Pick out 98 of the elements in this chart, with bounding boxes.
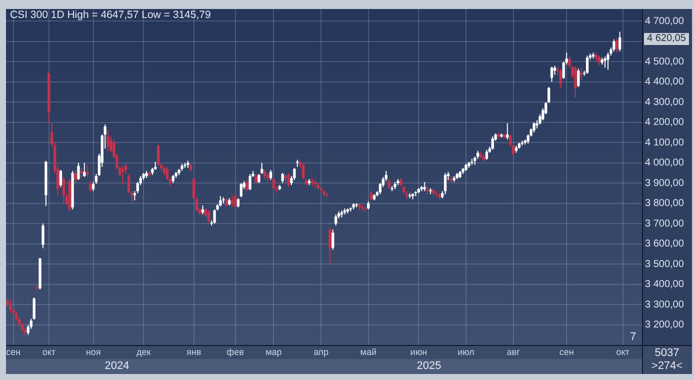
y-tick-label: 4 700,00 <box>645 16 684 27</box>
candlestick <box>59 169 62 188</box>
y-tick-label: 3 900,00 <box>645 178 684 189</box>
candlestick <box>88 180 92 193</box>
y-tick-label: 3 700,00 <box>645 218 684 230</box>
chart-title: CSI 300 1D High = 4647,57 Low = 3145,79 <box>10 9 211 21</box>
candlestick <box>604 56 606 68</box>
candlestick <box>9 298 12 312</box>
candlestick <box>106 130 110 152</box>
candlestick <box>133 190 136 201</box>
x-tick-label: май <box>360 346 376 357</box>
y-tick-label: 3 400,00 <box>645 279 684 290</box>
candlestick <box>328 227 332 266</box>
candlestick <box>260 162 264 174</box>
candlestick <box>577 68 580 88</box>
candlestick <box>586 55 589 74</box>
candlestick <box>550 66 554 82</box>
candlestick <box>201 204 204 215</box>
x-tick-label: дек <box>136 346 151 357</box>
text: >274< <box>650 360 684 372</box>
y-tick-label: 4 200,00 <box>645 117 684 128</box>
y-tick-label: 4 400,00 <box>645 76 684 88</box>
candlestick <box>485 149 488 160</box>
candlestick <box>332 229 334 250</box>
candlestick <box>444 172 447 195</box>
candlestick <box>266 172 270 183</box>
x-tick-label: фев <box>226 346 244 357</box>
candlestick <box>248 173 252 191</box>
text: 5037 <box>654 347 680 359</box>
y-tick-label: 3 200,00 <box>645 320 684 331</box>
x-tick-label: окт <box>616 346 630 357</box>
candlestick <box>272 178 276 190</box>
x-tick-label: сен <box>6 346 21 357</box>
x-tick-label: июн <box>410 346 428 357</box>
y-tick-label: 4 100,00 <box>645 137 684 148</box>
candlestick <box>207 210 210 224</box>
candlestick <box>86 164 89 178</box>
candlestick <box>334 214 338 226</box>
candlestick <box>302 163 305 180</box>
y-tick-label: 3 600,00 <box>645 238 684 250</box>
candlestick <box>618 31 622 52</box>
candlestick <box>230 194 234 208</box>
candlestick <box>240 182 243 198</box>
candlestick <box>598 55 600 66</box>
candlestick <box>370 190 373 201</box>
candlestick <box>258 173 260 184</box>
candlestick <box>246 180 248 192</box>
candlestick <box>284 173 287 184</box>
candlestick <box>612 38 616 52</box>
x-tick-label: апр <box>314 346 328 357</box>
y-tick-label: 4 000,00 <box>645 158 684 169</box>
candlestick <box>62 176 66 204</box>
candlestick <box>594 52 598 62</box>
candlestick <box>408 192 412 199</box>
candlestick <box>222 196 225 204</box>
candlestick <box>616 38 618 54</box>
x-tick-label: июл <box>458 346 474 357</box>
text: 2024 <box>104 360 130 372</box>
candlestick <box>32 296 36 320</box>
candlestick <box>236 198 240 208</box>
candlestick <box>559 68 562 88</box>
annotation: 7 <box>628 331 638 343</box>
candlestick <box>293 167 296 181</box>
candlestick <box>42 223 44 249</box>
candlestick <box>213 208 216 224</box>
x-tick-label: ноя <box>86 346 101 357</box>
y-tick-label: 3 300,00 <box>645 299 684 310</box>
candlestick <box>74 169 77 185</box>
candlestick <box>234 192 237 208</box>
text: 4 620,05 <box>644 33 689 45</box>
candlestick <box>122 165 124 186</box>
candlestick <box>219 196 222 207</box>
candlestick <box>269 169 272 181</box>
y-tick-label: 3 500,00 <box>645 258 684 270</box>
candlestick <box>80 167 83 179</box>
candlestick <box>532 122 536 133</box>
candlestick <box>254 173 258 184</box>
candlestick <box>574 66 577 98</box>
candlestick <box>491 136 494 150</box>
candlestick <box>83 162 86 178</box>
text: 2025 <box>416 360 442 372</box>
candlestick <box>547 86 550 104</box>
candlestick <box>77 162 80 181</box>
x-tick-label: окт <box>42 346 56 357</box>
candlestick <box>580 67 583 80</box>
y-tick-label: 3 800,00 <box>645 198 684 210</box>
x-tick-label: янв <box>186 346 202 357</box>
candlestick <box>281 172 284 184</box>
candlestick <box>287 172 290 188</box>
y-tick-label: 4 300,00 <box>645 96 684 108</box>
y-tick-label: 4 500,00 <box>645 56 684 68</box>
x-tick-label: авг <box>506 346 521 357</box>
x-tick-label: мар <box>266 346 282 357</box>
candlestick <box>388 178 390 190</box>
candlestick <box>423 182 426 192</box>
candlestick <box>506 122 509 140</box>
candlestick <box>264 169 266 180</box>
x-tick-label: сен <box>559 346 574 357</box>
